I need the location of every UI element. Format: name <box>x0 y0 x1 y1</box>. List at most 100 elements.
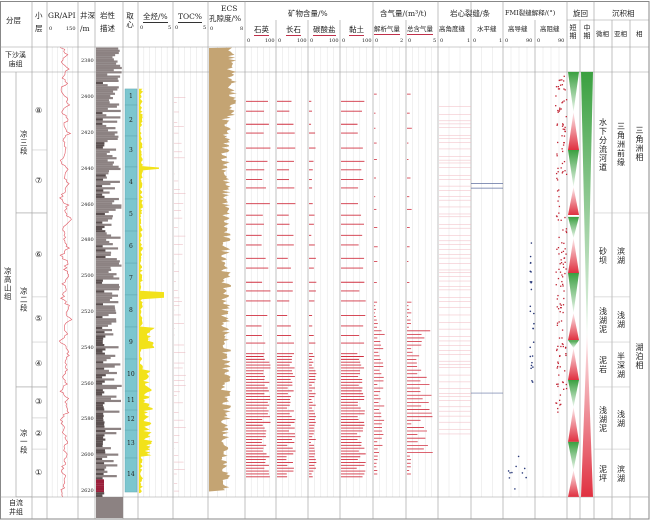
depth-tick-label: 2520 <box>81 309 94 315</box>
lithology-bar <box>96 75 121 78</box>
resistive-fracture-point <box>557 308 560 310</box>
resistive-fracture-point <box>565 231 568 234</box>
resistive-fracture-point <box>564 261 566 263</box>
lithology-bar <box>96 176 107 179</box>
short-cycle-transgressive <box>568 407 579 442</box>
core-section-label: 3 <box>129 147 133 155</box>
lithology-bar <box>96 258 117 261</box>
short-cycle-regressive <box>568 149 579 188</box>
lithology-bar <box>96 223 112 226</box>
conductive-fracture-point <box>529 280 532 283</box>
lithology-bar <box>96 384 122 388</box>
resistive-fracture-point <box>557 345 559 348</box>
resistive-fracture-point <box>565 353 567 355</box>
lithology-bar <box>96 124 107 128</box>
lithology-bar <box>96 427 122 430</box>
core-section-label: 8 <box>129 306 133 314</box>
lithology-bar <box>96 161 115 164</box>
resistive-fracture-point <box>559 263 561 265</box>
lithology-bar <box>96 281 103 284</box>
resistive-fracture-point <box>564 346 567 349</box>
resistive-fracture-point <box>557 277 560 280</box>
facies-label: 浅湖泥 <box>598 406 608 434</box>
lithology-bar <box>96 492 105 495</box>
lithology-bar <box>96 262 120 265</box>
short-cycle-regressive <box>568 272 579 314</box>
core-section-label: 11 <box>127 396 135 404</box>
resistive-fracture-point <box>565 253 567 255</box>
lithology-bar <box>96 81 103 85</box>
facies-label: 浅湖 <box>616 410 626 429</box>
lithology-bar <box>96 391 105 394</box>
resistive-fracture-point <box>558 212 560 214</box>
core-section-label: 1 <box>129 92 133 100</box>
header-mineral: 矿物含量/% <box>288 9 328 18</box>
lithology-bar <box>96 225 105 229</box>
header-carbonate: 碳酸盐 <box>313 25 336 36</box>
lithology-bar <box>96 286 120 289</box>
resistive-fracture-point <box>562 304 565 306</box>
resistive-fracture-point <box>562 381 564 384</box>
lithology-bar <box>96 204 122 207</box>
lithology-bar <box>96 451 106 454</box>
resistive-fracture-point <box>562 343 564 346</box>
resistive-fracture-point <box>556 306 558 308</box>
lithology-bar <box>96 275 114 278</box>
medium-cycle-transgressive <box>581 332 593 497</box>
conductive-fracture-point <box>517 455 520 458</box>
resistive-fracture-point <box>565 115 567 118</box>
lithology-bar <box>96 92 116 95</box>
resistive-fracture-point <box>565 228 568 230</box>
resistive-fracture-point <box>563 88 565 90</box>
resistive-fracture-point <box>562 124 564 126</box>
lithology-bar <box>96 369 109 372</box>
header-clay: 黏土 <box>349 25 364 36</box>
resistive-fracture-point <box>561 274 563 276</box>
lithology-bar <box>96 189 104 192</box>
header-ecs: ECS <box>221 4 238 13</box>
resistive-fracture-point <box>563 297 565 300</box>
resistive-fracture-point <box>557 167 559 170</box>
conductive-fracture-point <box>529 305 532 308</box>
resistive-fracture-point <box>559 311 561 313</box>
tg-scale-max: 5 <box>168 25 172 31</box>
lithology-bar <box>96 322 112 325</box>
lithology-bar <box>96 468 105 471</box>
conductive-fracture-point <box>508 477 511 479</box>
resistive-fracture-point <box>557 361 559 363</box>
feldspar-scale-min: 0 <box>278 38 282 44</box>
lithology-bar <box>96 311 117 314</box>
lithology-bar <box>96 376 103 379</box>
lithology-bar <box>96 139 108 143</box>
lithology-bar <box>96 397 111 400</box>
lithology-bar <box>96 292 113 295</box>
resistive-fracture-point <box>557 171 559 173</box>
lithology-bar <box>96 260 120 263</box>
resistive-fracture-point <box>561 251 563 254</box>
lithology-bar <box>96 202 113 205</box>
header-toc: TOC% <box>178 12 203 23</box>
gr-curve <box>58 47 73 498</box>
lithology-bar <box>96 472 104 476</box>
header-fmi: FMI裂缝解释/(°) <box>505 9 556 17</box>
conductive-fracture-point <box>529 270 532 273</box>
depth-tick-label: 2500 <box>81 273 94 280</box>
resistive-fracture-point <box>560 108 562 110</box>
lithology-bar <box>96 212 105 216</box>
lithology-bar <box>96 137 118 140</box>
resistive-fracture-point <box>560 167 562 169</box>
resistive-fracture-point <box>555 95 557 97</box>
lithology-bar <box>96 230 106 233</box>
core-section-label: 9 <box>129 339 133 347</box>
resistive-fracture-point <box>561 172 564 174</box>
resistive-fracture-point <box>558 236 560 239</box>
resistive-fracture-point <box>564 126 566 129</box>
lithology-bar <box>96 436 104 439</box>
short-cycle-transgressive <box>568 112 579 150</box>
resistive-fracture-point <box>558 79 560 82</box>
resistive-fracture-point <box>564 128 566 130</box>
resistive-fracture-point <box>561 84 564 86</box>
lithology-bar <box>96 122 103 125</box>
lithology-bar <box>96 135 119 138</box>
